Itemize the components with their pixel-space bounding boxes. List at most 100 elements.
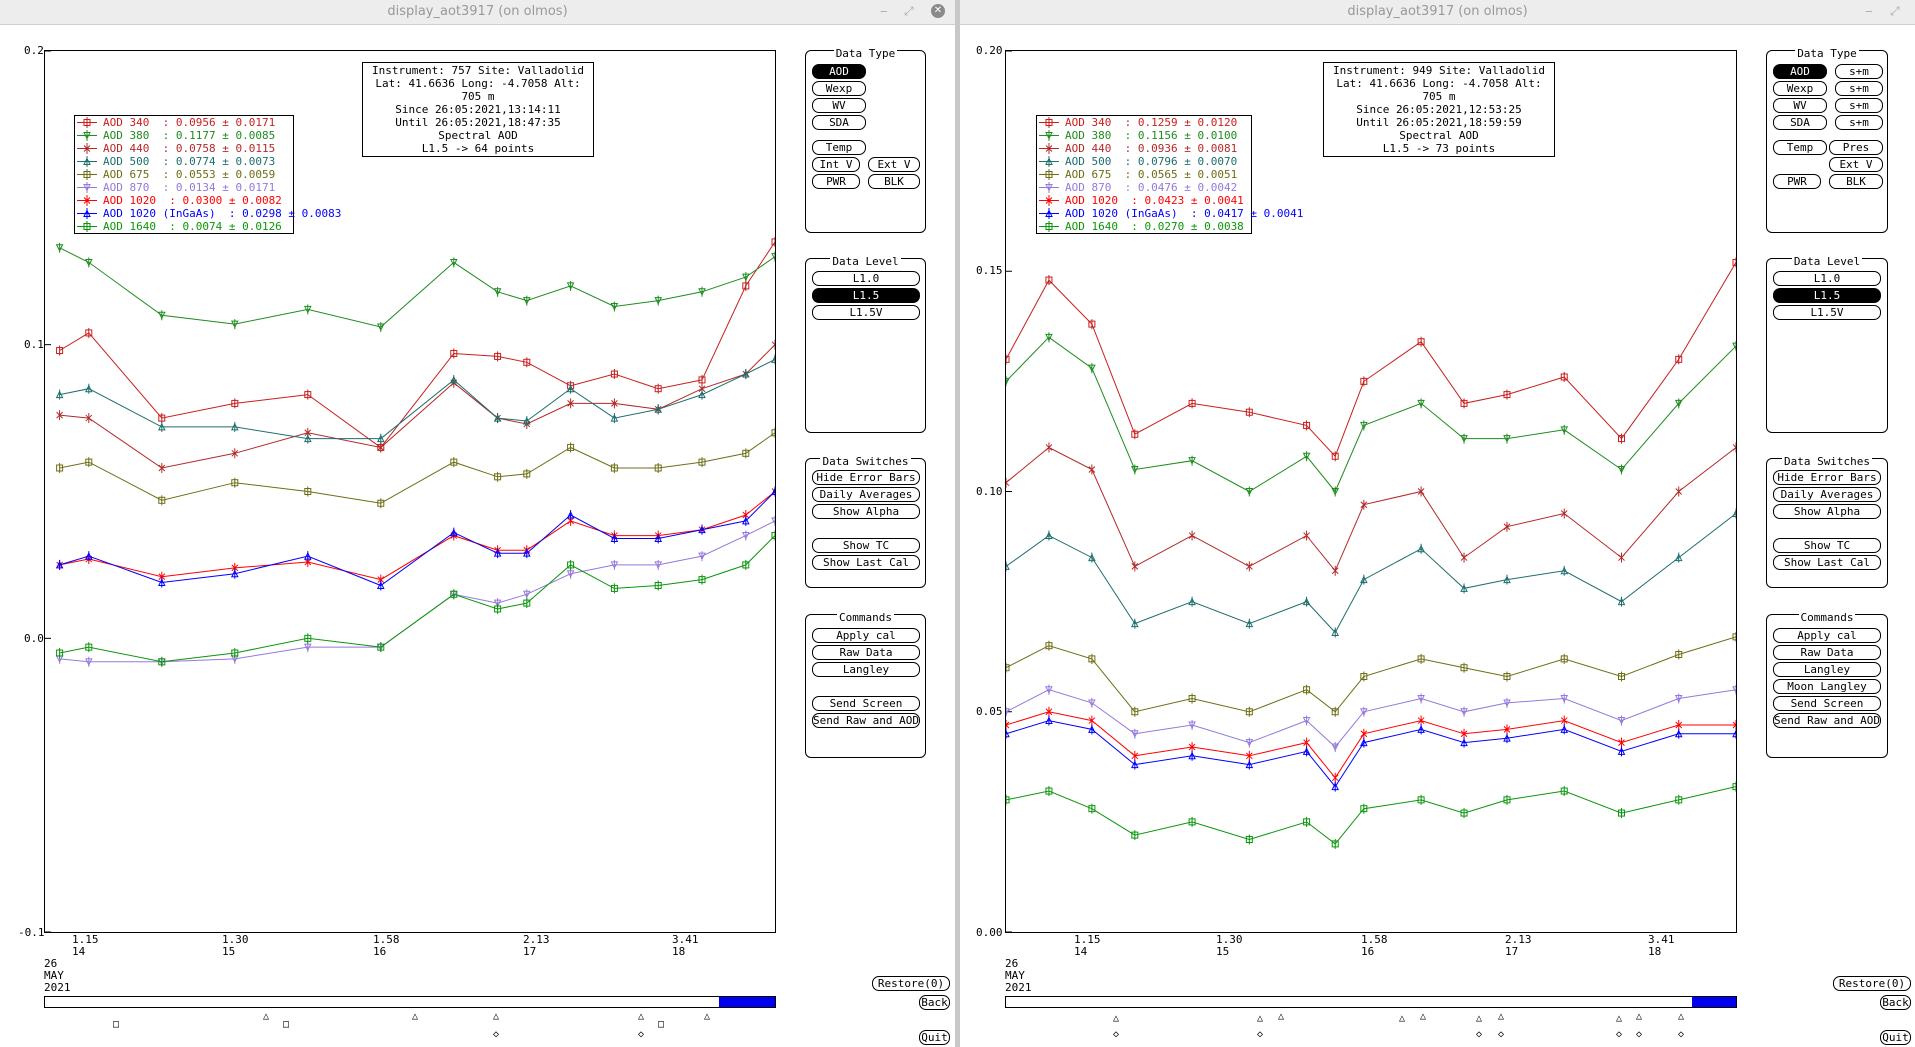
- data-point: [493, 413, 502, 422]
- wexp-button[interactable]: Wexp: [812, 81, 866, 96]
- aod-button[interactable]: AOD: [812, 64, 866, 79]
- send-raw-and-aod-button[interactable]: Send Raw and AOD: [812, 713, 920, 728]
- moon-langley-button[interactable]: Moon Langley: [1773, 679, 1881, 694]
- sda-button[interactable]: SDA: [812, 115, 866, 130]
- data-point: [377, 444, 385, 451]
- data-point: [85, 329, 93, 337]
- back-button[interactable]: Back: [1880, 995, 1911, 1010]
- data-point: [1188, 743, 1196, 751]
- info-line: Until 26:05:2021,18:59:59: [1356, 116, 1522, 129]
- quit-button[interactable]: Quit: [919, 1030, 950, 1045]
- ext-v-button[interactable]: Ext V: [1829, 157, 1883, 172]
- langley-button[interactable]: Langley: [812, 662, 920, 677]
- wv-button[interactable]: WV: [812, 98, 866, 113]
- legend-symbol: [1039, 208, 1059, 219]
- marker-diamond: ◇: [493, 1029, 500, 1040]
- marker-triangle: △: [1476, 1013, 1483, 1024]
- wv-s-m-button[interactable]: s+m: [1835, 98, 1883, 113]
- info-line: L1.5 -> 64 points: [421, 142, 535, 155]
- legend-label: AOD 340 : 0.1259 ± 0.0120: [1065, 116, 1238, 129]
- minimize-icon[interactable]: ‒: [880, 4, 888, 18]
- marker-diamond: ◇: [1616, 1029, 1623, 1040]
- raw-data-button[interactable]: Raw Data: [1773, 645, 1881, 660]
- l10-button[interactable]: L1.0: [812, 271, 920, 286]
- sda-button[interactable]: SDA: [1773, 115, 1827, 130]
- legend-symbol: [77, 221, 97, 232]
- data-point: [1503, 734, 1511, 742]
- send-screen-button[interactable]: Send Screen: [1773, 696, 1881, 711]
- wexp-s-m-button[interactable]: s+m: [1835, 81, 1883, 96]
- scrollbar-thumb[interactable]: [1692, 997, 1736, 1007]
- data-point: [1006, 664, 1010, 672]
- legend-symbol: [77, 169, 97, 180]
- data-point: [55, 390, 64, 399]
- daily-averages-button[interactable]: Daily Averages: [1773, 487, 1881, 502]
- data-point: [523, 599, 531, 607]
- temp-button[interactable]: Temp: [1773, 140, 1827, 155]
- daily-averages-button[interactable]: Daily Averages: [812, 487, 920, 502]
- data-point: [84, 384, 93, 393]
- show-alpha-button[interactable]: Show Alpha: [812, 504, 920, 519]
- apply-cal-button[interactable]: Apply cal: [812, 628, 920, 643]
- minimize-icon[interactable]: ‒: [1865, 4, 1873, 18]
- data-point: [231, 399, 239, 407]
- sda-s-m-button[interactable]: s+m: [1835, 115, 1883, 130]
- left-info-box: Instrument: 757 Site: Valladolid Lat: 41…: [362, 62, 594, 157]
- data-point: [1188, 695, 1196, 703]
- data-point: [1303, 739, 1310, 746]
- marker-triangle: △: [412, 1011, 419, 1022]
- scrollbar-thumb[interactable]: [719, 997, 775, 1007]
- show-last-cal-button[interactable]: Show Last Cal: [812, 555, 920, 570]
- time-scrollbar[interactable]: [44, 996, 776, 1008]
- raw-data-button[interactable]: Raw Data: [812, 645, 920, 660]
- l15v-button[interactable]: L1.5V: [812, 305, 920, 320]
- legend-marker: [1045, 171, 1053, 178]
- right-titlebar[interactable]: display_aot3917 (on olmos) ‒ ⤢: [960, 0, 1915, 25]
- legend-label: AOD 1020 (InGaAs) : 0.0298 ± 0.0083: [103, 207, 342, 220]
- show-tc-button[interactable]: Show TC: [812, 538, 920, 553]
- blk-button[interactable]: BLK: [868, 174, 920, 189]
- pwr-button[interactable]: PWR: [812, 174, 860, 189]
- show-tc-button[interactable]: Show TC: [1773, 538, 1881, 553]
- data-point: [450, 458, 458, 466]
- l15v-button[interactable]: L1.5V: [1773, 305, 1881, 320]
- aod-button[interactable]: AOD: [1773, 64, 1827, 79]
- data-point: [1732, 783, 1736, 791]
- close-icon[interactable]: ✕: [931, 4, 945, 18]
- maximize-icon[interactable]: ⤢: [904, 4, 914, 18]
- apply-cal-button[interactable]: Apply cal: [1773, 628, 1881, 643]
- data-point: [1045, 787, 1053, 795]
- restore-button[interactable]: Restore(0): [1833, 976, 1911, 991]
- marker-diamond: ◇: [1113, 1029, 1120, 1040]
- hide-error-bars-button[interactable]: Hide Error Bars: [1773, 470, 1881, 485]
- data-point: [610, 584, 618, 592]
- wexp-button[interactable]: Wexp: [1773, 81, 1827, 96]
- l10-button[interactable]: L1.0: [1773, 271, 1881, 286]
- int-v-button[interactable]: Int V: [812, 157, 860, 172]
- l15-button[interactable]: L1.5: [812, 288, 920, 303]
- langley-button[interactable]: Langley: [1773, 662, 1881, 677]
- aod-s-m-button[interactable]: s+m: [1835, 64, 1883, 79]
- time-scrollbar[interactable]: [1005, 996, 1737, 1008]
- show-last-cal-button[interactable]: Show Last Cal: [1773, 555, 1881, 570]
- quit-button[interactable]: Quit: [1880, 1030, 1911, 1045]
- marker-triangle: △: [1616, 1013, 1623, 1024]
- legend-marker: [83, 223, 91, 230]
- legend-marker: [1045, 119, 1053, 126]
- ext-v-button[interactable]: Ext V: [868, 157, 920, 172]
- pwr-button[interactable]: PWR: [1773, 174, 1821, 189]
- temp-button[interactable]: Temp: [812, 140, 866, 155]
- wv-button[interactable]: WV: [1773, 98, 1827, 113]
- pres-button[interactable]: Pres: [1829, 140, 1883, 155]
- blk-button[interactable]: BLK: [1829, 174, 1883, 189]
- hide-error-bars-button[interactable]: Hide Error Bars: [812, 470, 920, 485]
- maximize-icon[interactable]: ⤢: [1890, 4, 1900, 18]
- send-screen-button[interactable]: Send Screen: [812, 696, 920, 711]
- show-alpha-button[interactable]: Show Alpha: [1773, 504, 1881, 519]
- marker-square: □: [658, 1019, 665, 1030]
- back-button[interactable]: Back: [919, 995, 950, 1010]
- restore-button[interactable]: Restore(0): [872, 976, 950, 991]
- send-raw-and-aod-button[interactable]: Send Raw and AOD: [1773, 713, 1881, 728]
- l15-button[interactable]: L1.5: [1773, 288, 1881, 303]
- left-titlebar[interactable]: display_aot3917 (on olmos) ‒ ⤢ ✕: [0, 0, 955, 25]
